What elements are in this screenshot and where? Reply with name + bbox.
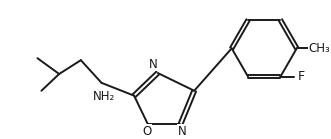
Text: CH₃: CH₃ bbox=[308, 42, 330, 55]
Text: N: N bbox=[178, 125, 187, 138]
Text: O: O bbox=[142, 125, 152, 138]
Text: NH₂: NH₂ bbox=[92, 90, 115, 103]
Text: F: F bbox=[298, 70, 305, 83]
Text: N: N bbox=[148, 58, 157, 71]
